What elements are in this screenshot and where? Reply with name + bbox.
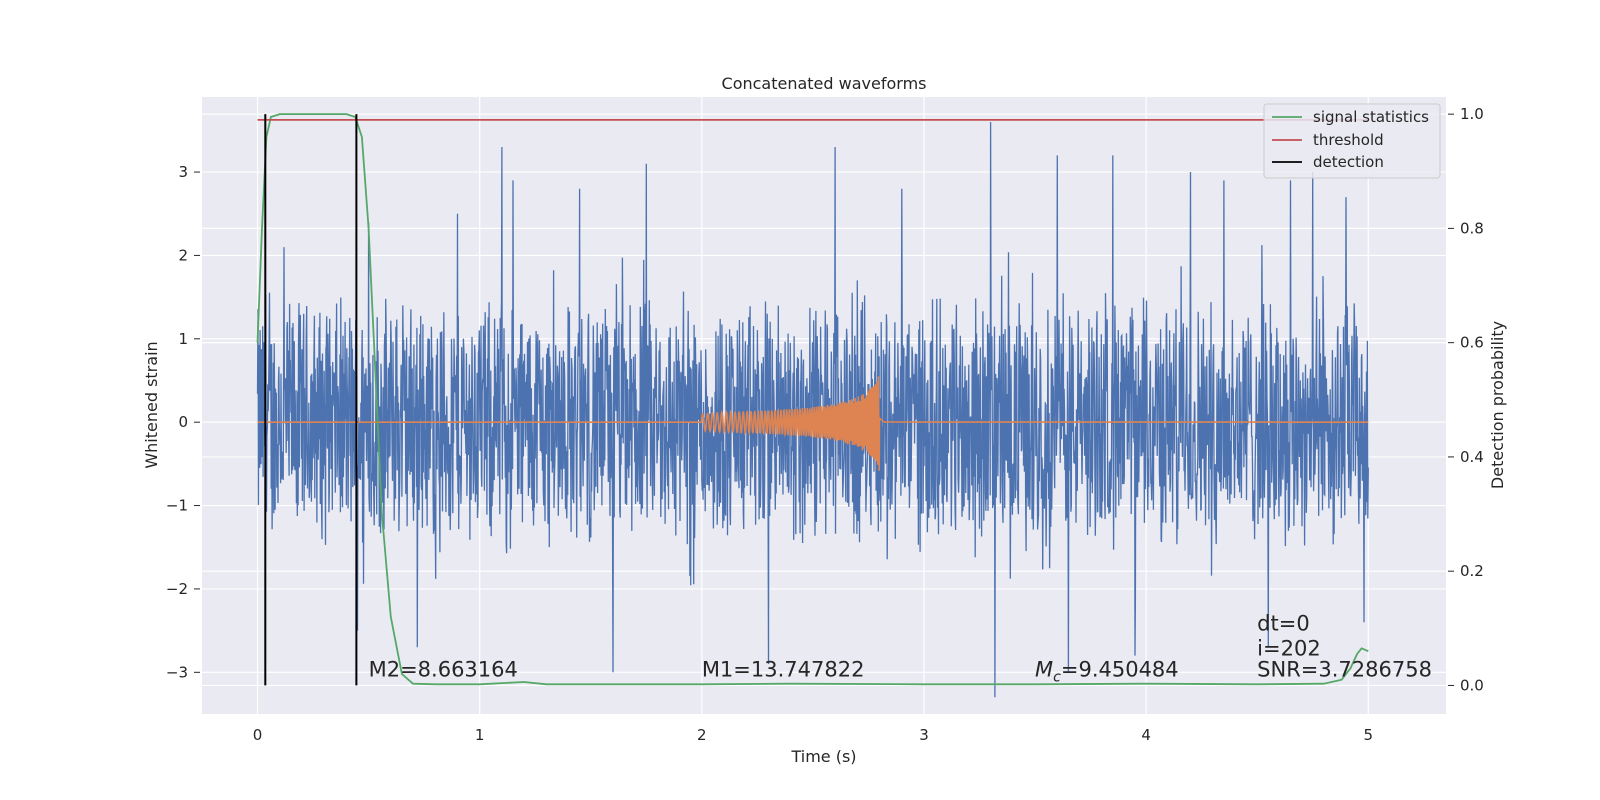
x-tick-label: 0	[253, 726, 263, 744]
series-layer	[256, 113, 1369, 698]
y-tick-label: 3	[178, 163, 188, 181]
y-tick-label: 2	[178, 246, 188, 264]
y-tick-label: −2	[166, 580, 188, 598]
injected-waveform-line	[257, 376, 1369, 471]
annotation-m1: M1=13.747822	[702, 657, 865, 681]
y2-tick-label: 1.0	[1460, 105, 1484, 123]
y2-tick-label: 0.2	[1460, 562, 1484, 580]
y2-tick-label: 0.6	[1460, 334, 1484, 352]
legend-label-signal-statistics: signal statistics	[1313, 108, 1429, 126]
annotation-i: i=202	[1257, 637, 1321, 661]
y-tick-label: −3	[166, 663, 188, 681]
signal-statistics-line	[256, 113, 1369, 686]
annotation-m2: M2=8.663164	[369, 657, 518, 681]
y2-tick-label: 0.0	[1460, 676, 1484, 694]
legend-label-threshold: threshold	[1313, 131, 1384, 149]
y-tick-label: 1	[178, 330, 188, 348]
x-tick-label: 4	[1141, 726, 1151, 744]
y-tick-label: 0	[178, 413, 188, 431]
y2-tick-label: 0.4	[1460, 448, 1484, 466]
chart-title: Concatenated waveforms	[722, 74, 927, 93]
legend-label-detection: detection	[1313, 153, 1384, 171]
tick-layer: 0 1 2 3 4 5 −3 −2 −1 0 1 2 3 0.0 0.2 0.4 0.6 0.8 1.0	[166, 105, 1484, 744]
strain-noise-line	[256, 121, 1369, 698]
annotation-dt: dt=0	[1257, 612, 1310, 636]
y-axis-label: Whitened strain	[142, 341, 161, 468]
annotation-mc: Mc=9.450484	[1035, 657, 1179, 685]
x-tick-label: 3	[919, 726, 929, 744]
x-axis-label: Time (s)	[790, 747, 856, 766]
legend-box	[1263, 103, 1441, 179]
x-tick-label: 1	[475, 726, 485, 744]
annotation-snr: SNR=3.7286758	[1257, 657, 1432, 681]
y2-tick-label: 0.8	[1460, 219, 1484, 237]
x-tick-label: 2	[697, 726, 707, 744]
y2-axis-label: Detection probability	[1488, 321, 1507, 489]
annotation-layer: M2=8.663164 M1=13.747822 Mc=9.450484 dt=0i=…	[369, 612, 1432, 686]
legend: signal statistics threshold detection	[1263, 103, 1441, 179]
y-tick-label: −1	[166, 497, 188, 515]
x-tick-label: 5	[1363, 726, 1373, 744]
